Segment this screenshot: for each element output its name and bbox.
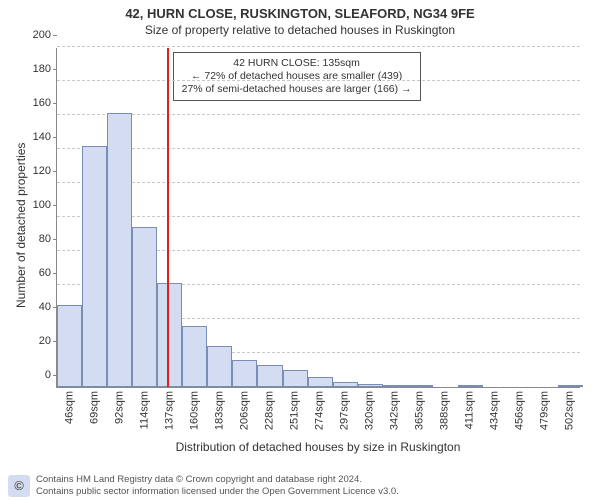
x-axis-label: Distribution of detached houses by size … [56,440,580,454]
y-tick-label: 20 [39,335,57,347]
histogram-bar [157,283,182,387]
gridline [57,114,580,115]
histogram-bar [308,377,333,387]
chart-container: 42, HURN CLOSE, RUSKINGTON, SLEAFORD, NG… [0,0,600,500]
footer-line-2: Contains public sector information licen… [36,486,399,497]
y-tick-label: 40 [39,301,57,313]
y-tick-label: 160 [33,97,57,109]
x-tick-label: 251sqm [288,387,300,430]
x-tick-label: 69sqm [89,387,101,424]
plot-area: 42 HURN CLOSE: 135sqm ← 72% of detached … [56,48,580,388]
y-tick-label: 180 [33,63,57,75]
histogram-bar [257,365,282,387]
y-tick-label: 80 [39,233,57,245]
y-tick-label: 60 [39,267,57,279]
gridline [57,80,580,81]
x-tick-label: 388sqm [438,387,450,430]
x-tick-label: 479sqm [538,387,550,430]
footer-text: Contains HM Land Registry data © Crown c… [36,474,399,497]
annotation-box: 42 HURN CLOSE: 135sqm ← 72% of detached … [173,52,421,101]
histogram-bar [207,346,232,387]
annotation-line-2: ← 72% of detached houses are smaller (43… [182,70,412,83]
y-tick-label: 200 [33,29,57,41]
x-tick-label: 92sqm [114,387,126,424]
chart-title: 42, HURN CLOSE, RUSKINGTON, SLEAFORD, NG… [0,0,600,21]
y-tick-label: 140 [33,131,57,143]
histogram-bar [82,146,107,387]
x-tick-label: 320sqm [364,387,376,430]
x-tick-label: 137sqm [163,387,175,430]
x-tick-label: 434sqm [489,387,501,430]
chart-subtitle: Size of property relative to detached ho… [0,21,600,37]
x-tick-label: 206sqm [239,387,251,430]
histogram-bar [57,305,82,387]
x-tick-label: 342sqm [388,387,400,430]
x-tick-label: 46sqm [64,387,76,424]
reference-line [167,48,169,387]
histogram-bar [182,326,207,387]
x-tick-label: 502sqm [563,387,575,430]
footer: © Contains HM Land Registry data © Crown… [8,474,399,497]
x-tick-label: 160sqm [189,387,201,430]
annotation-line-1: 42 HURN CLOSE: 135sqm [182,57,412,70]
x-tick-label: 274sqm [314,387,326,430]
y-axis-label: Number of detached properties [14,143,28,308]
x-tick-label: 297sqm [339,387,351,430]
x-tick-label: 228sqm [263,387,275,430]
histogram-bar [232,360,257,387]
copyright-icon: © [8,475,30,497]
gridline [57,46,580,47]
x-tick-label: 114sqm [138,387,150,429]
gridline [57,182,580,183]
x-tick-label: 411sqm [464,387,476,429]
x-tick-label: 456sqm [513,387,525,430]
y-tick-label: 0 [45,369,57,381]
annotation-line-3: 27% of semi-detached houses are larger (… [182,83,412,96]
y-tick-label: 120 [33,165,57,177]
gridline [57,148,580,149]
footer-line-1: Contains HM Land Registry data © Crown c… [36,474,399,485]
x-tick-label: 183sqm [214,387,226,430]
x-tick-label: 365sqm [413,387,425,430]
histogram-bar [283,370,308,387]
y-tick-label: 100 [33,199,57,211]
gridline [57,216,580,217]
histogram-bar [132,227,157,387]
histogram-bar [107,113,132,387]
